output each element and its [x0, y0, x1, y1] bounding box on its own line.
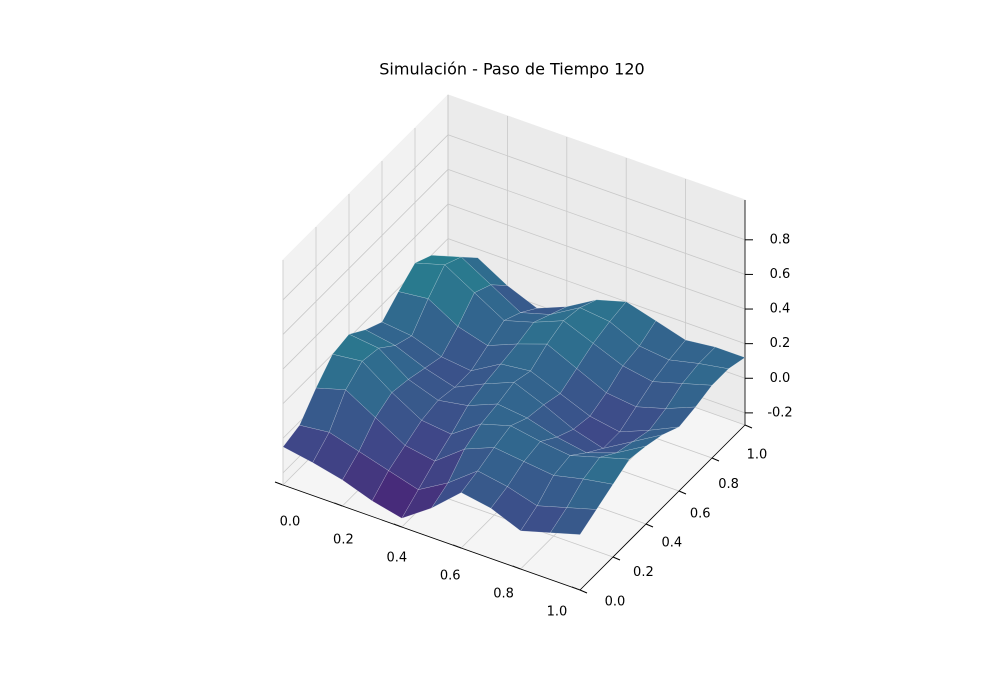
grid-line: [282, 169, 449, 335]
y-tick-label: 0.8: [718, 477, 739, 492]
z-tick-label: 0.8: [770, 232, 791, 247]
y-tick-label: 0.4: [661, 536, 682, 551]
axis-line: [282, 484, 581, 591]
z-tick-label: 0.4: [770, 302, 791, 317]
grid-line: [447, 134, 746, 241]
tick-mark: [744, 424, 753, 429]
tick-mark: [612, 556, 621, 561]
surface-patch: [616, 434, 663, 454]
tick-mark: [711, 457, 720, 462]
grid-line: [447, 169, 746, 275]
x-tick-label: 1.0: [547, 605, 568, 620]
y-tick-label: 0.2: [633, 565, 654, 580]
grid-line: [447, 203, 746, 310]
x-tick-label: 0.6: [440, 569, 461, 584]
surface-patch: [549, 507, 597, 535]
x-tick-label: 0.0: [280, 515, 301, 530]
grid-line: [282, 203, 449, 370]
y-tick-label: 1.0: [747, 448, 768, 463]
z-tick-label: 0.0: [770, 371, 791, 386]
tick-mark: [579, 589, 588, 594]
tick-mark: [645, 523, 654, 528]
surface-patch: [632, 426, 680, 442]
grid-line: [447, 238, 746, 345]
surface-patch: [681, 363, 730, 386]
z-tick-label: 0.2: [770, 336, 791, 351]
chart-title: Simulación - Paso de Tiempo 120: [379, 60, 644, 79]
z-tick-label: 0.6: [770, 267, 791, 282]
x-tick-label: 0.2: [333, 533, 354, 548]
tick-mark: [274, 481, 284, 486]
grid-line: [282, 134, 449, 301]
x-tick-label: 0.4: [386, 551, 407, 566]
y-tick-label: 0.6: [690, 506, 711, 521]
surface-patch: [665, 383, 713, 409]
axis-line: [579, 424, 746, 591]
y-tick-label: 0.0: [605, 595, 626, 610]
z-tick-label: -0.2: [767, 405, 792, 420]
tick-mark: [678, 490, 687, 495]
x-tick-label: 0.8: [493, 587, 514, 602]
